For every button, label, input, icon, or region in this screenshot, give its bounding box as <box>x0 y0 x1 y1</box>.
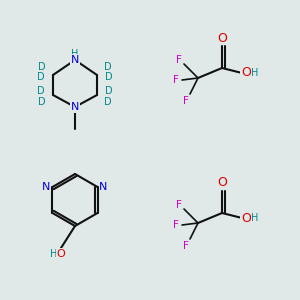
Text: O: O <box>217 32 227 44</box>
Text: D: D <box>105 72 113 82</box>
Text: H: H <box>251 68 259 78</box>
Text: D: D <box>104 62 112 72</box>
Text: F: F <box>183 241 189 251</box>
Text: D: D <box>38 62 46 72</box>
Text: H: H <box>50 249 58 259</box>
Text: N: N <box>71 102 79 112</box>
Text: D: D <box>37 72 45 82</box>
Text: F: F <box>173 220 179 230</box>
Text: D: D <box>105 86 113 96</box>
Text: O: O <box>241 212 251 224</box>
Text: H: H <box>251 213 259 223</box>
Text: O: O <box>217 176 227 190</box>
Text: H: H <box>71 49 79 59</box>
Text: F: F <box>183 96 189 106</box>
Text: F: F <box>176 55 182 65</box>
Text: D: D <box>104 97 112 107</box>
Text: F: F <box>173 75 179 85</box>
Text: F: F <box>176 200 182 210</box>
Text: N: N <box>42 182 51 192</box>
Text: D: D <box>37 86 45 96</box>
Text: N: N <box>99 182 108 192</box>
Text: D: D <box>38 97 46 107</box>
Text: O: O <box>57 249 65 259</box>
Text: N: N <box>71 55 79 65</box>
Text: O: O <box>241 67 251 80</box>
